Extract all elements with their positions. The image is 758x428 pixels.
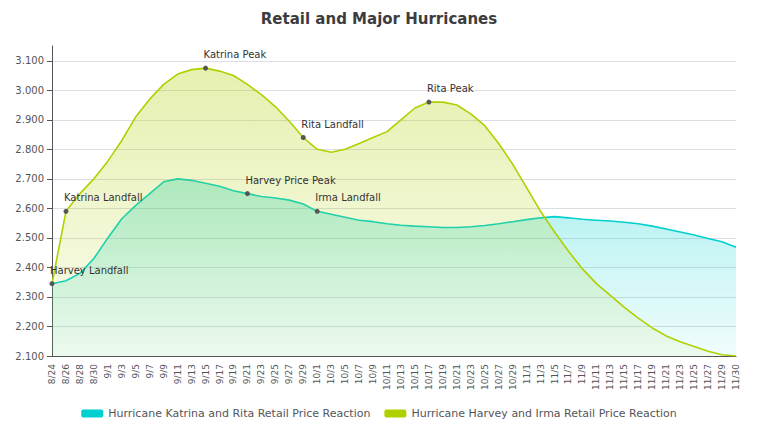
svg-text:8/24: 8/24 xyxy=(47,364,57,384)
svg-text:2.400: 2.400 xyxy=(15,262,44,273)
svg-text:9/27: 9/27 xyxy=(284,364,294,384)
svg-text:11/17: 11/17 xyxy=(633,364,643,390)
svg-text:10/7: 10/7 xyxy=(354,364,364,384)
svg-text:2.500: 2.500 xyxy=(15,232,44,243)
svg-text:Katrina Peak: Katrina Peak xyxy=(204,49,267,60)
svg-text:10/11: 10/11 xyxy=(382,364,392,390)
svg-text:2.600: 2.600 xyxy=(15,203,44,214)
svg-text:9/19: 9/19 xyxy=(228,364,238,384)
svg-text:9/21: 9/21 xyxy=(242,364,252,384)
svg-text:Rita Peak: Rita Peak xyxy=(427,83,474,94)
svg-text:2.100: 2.100 xyxy=(15,351,44,362)
svg-text:9/17: 9/17 xyxy=(215,364,225,384)
svg-text:10/21: 10/21 xyxy=(452,364,462,390)
svg-text:8/28: 8/28 xyxy=(75,364,85,384)
svg-text:11/25: 11/25 xyxy=(689,364,699,390)
svg-text:8/30: 8/30 xyxy=(89,364,99,384)
svg-text:9/9: 9/9 xyxy=(159,364,169,379)
svg-text:9/23: 9/23 xyxy=(256,364,266,384)
svg-text:11/7: 11/7 xyxy=(563,364,573,384)
svg-text:10/1: 10/1 xyxy=(312,364,322,384)
svg-text:Rita Landfall: Rita Landfall xyxy=(301,119,364,130)
svg-text:10/3: 10/3 xyxy=(326,364,336,384)
svg-text:Hurricane Harvey and Irma Reta: Hurricane Harvey and Irma Retail Price R… xyxy=(411,407,676,420)
svg-text:Irma Landfall: Irma Landfall xyxy=(315,192,381,203)
svg-text:2.200: 2.200 xyxy=(15,321,44,332)
svg-text:9/13: 9/13 xyxy=(187,364,197,384)
svg-text:11/15: 11/15 xyxy=(619,364,629,390)
svg-text:11/23: 11/23 xyxy=(675,364,685,390)
svg-text:8/26: 8/26 xyxy=(61,364,71,384)
svg-text:11/11: 11/11 xyxy=(591,364,601,390)
svg-text:Hurricane Katrina and Rita Ret: Hurricane Katrina and Rita Retail Price … xyxy=(108,407,370,420)
svg-text:10/25: 10/25 xyxy=(480,364,490,390)
svg-text:11/5: 11/5 xyxy=(550,364,560,384)
svg-text:10/23: 10/23 xyxy=(466,364,476,390)
svg-text:9/29: 9/29 xyxy=(298,364,308,384)
svg-text:2.300: 2.300 xyxy=(15,291,44,302)
svg-text:Retail and Major Hurricanes: Retail and Major Hurricanes xyxy=(261,10,497,28)
svg-text:9/5: 9/5 xyxy=(131,364,141,378)
svg-text:3.100: 3.100 xyxy=(15,55,44,66)
svg-text:9/1: 9/1 xyxy=(103,364,113,378)
svg-text:9/15: 9/15 xyxy=(201,364,211,384)
svg-text:3.000: 3.000 xyxy=(15,85,44,96)
svg-text:Katrina Landfall: Katrina Landfall xyxy=(64,192,143,203)
svg-text:11/1: 11/1 xyxy=(522,364,532,384)
svg-text:10/27: 10/27 xyxy=(494,364,504,390)
svg-text:11/30: 11/30 xyxy=(731,364,741,390)
svg-text:2.700: 2.700 xyxy=(15,173,44,184)
svg-text:11/9: 11/9 xyxy=(577,364,587,384)
svg-text:10/17: 10/17 xyxy=(424,364,434,390)
svg-text:9/11: 9/11 xyxy=(173,364,183,384)
svg-text:10/19: 10/19 xyxy=(438,364,448,390)
svg-text:10/9: 10/9 xyxy=(368,364,378,384)
svg-text:11/19: 11/19 xyxy=(647,364,657,390)
svg-text:11/27: 11/27 xyxy=(703,364,713,390)
svg-text:10/15: 10/15 xyxy=(410,364,420,390)
svg-text:11/29: 11/29 xyxy=(717,364,727,390)
svg-text:9/3: 9/3 xyxy=(117,364,127,378)
svg-text:9/25: 9/25 xyxy=(270,364,280,384)
svg-text:11/3: 11/3 xyxy=(536,364,546,384)
svg-text:2.800: 2.800 xyxy=(15,144,44,155)
svg-text:10/13: 10/13 xyxy=(396,364,406,390)
svg-text:11/21: 11/21 xyxy=(661,364,671,390)
svg-text:2.900: 2.900 xyxy=(15,114,44,125)
svg-text:10/5: 10/5 xyxy=(340,364,350,384)
svg-text:Harvey Price Peak: Harvey Price Peak xyxy=(245,175,335,186)
svg-text:9/7: 9/7 xyxy=(145,364,155,378)
svg-text:10/29: 10/29 xyxy=(508,364,518,390)
svg-text:Harvey Landfall: Harvey Landfall xyxy=(50,265,129,276)
svg-text:11/13: 11/13 xyxy=(605,364,615,390)
